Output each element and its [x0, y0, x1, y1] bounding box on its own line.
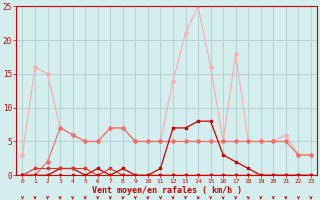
X-axis label: Vent moyen/en rafales ( km/h ): Vent moyen/en rafales ( km/h )	[92, 186, 242, 195]
